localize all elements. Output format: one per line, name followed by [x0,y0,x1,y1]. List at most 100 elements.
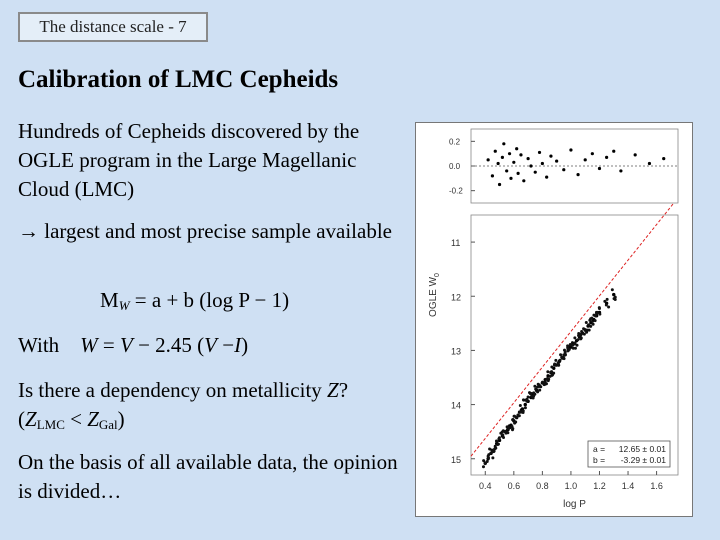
pl-ytick-label: 14 [451,401,461,411]
residual-point [537,150,542,155]
pl-point [547,377,551,381]
pl-point [595,310,599,314]
residual-point [486,158,490,162]
pl-point [523,406,527,410]
pl-point [605,297,609,301]
paragraph-opinion: On the basis of all available data, the … [18,450,398,503]
pl-point [529,392,533,396]
pl-point [577,332,581,336]
pl-frame [470,214,679,476]
pl-point [493,444,497,448]
pl-point [610,288,614,292]
pl-xtick-label: 1.4 [622,481,635,491]
residual-point [515,147,519,151]
residual-point [522,179,526,183]
pl-point [552,371,556,375]
pl-point [593,319,597,323]
pl-point [516,413,520,417]
pl-point [582,332,586,336]
pl-point [502,435,506,439]
pl-point [501,433,505,437]
pl-point [518,404,522,408]
pl-point [513,414,517,418]
pl-point [576,338,580,342]
x-axis-label: log P [563,499,586,510]
pl-point [579,333,583,337]
pl-point [584,321,588,325]
fit-b-label: b = [593,455,605,465]
pl-point [568,343,572,347]
residual-point [555,159,559,163]
residual-point [590,152,594,156]
pl-point [559,353,563,357]
pl-point [510,425,514,429]
pl-chart: 0.2 0.0 -0.2 11 12 13 14 15 0.4 0.6 0.8 1.0 1.2 1.4 1.… [428,128,679,510]
residual-point [605,155,609,159]
pl-point [587,323,591,327]
pl-point [579,337,583,341]
pl-point [491,456,495,460]
fit-line [470,202,675,457]
fit-a-label: a = [593,444,605,454]
pl-xtick-label: 0.8 [536,481,549,491]
pl-point [506,431,510,435]
pl-point [567,347,571,351]
pl-point [483,461,487,465]
pl-point [495,440,499,444]
residual-point [583,158,587,162]
pl-point [612,292,616,297]
pl-point [589,324,593,328]
pl-point [571,343,575,347]
pl-point [533,384,537,388]
pl-point [536,390,540,394]
pl-point [573,346,577,350]
pl-point [598,312,602,316]
residual-point [569,148,573,152]
pl-point [580,329,584,333]
residual-point [545,175,549,179]
pl-point [511,418,515,422]
residual-point [633,153,637,157]
pl-point [573,341,577,345]
residual-ytick-label: 0.2 [449,137,461,146]
pl-point [563,353,567,357]
pl-point [485,459,489,463]
residual-point [662,157,666,161]
pl-point [486,454,490,458]
residual-ytick-label: 0.0 [449,162,461,171]
paragraph-ogle: Hundreds of Cepheids discovered by the O… [18,119,360,201]
pl-ytick-label: 15 [451,455,461,465]
pl-ytick-label: 11 [451,238,460,248]
pl-point [612,297,616,301]
pl-point [549,370,553,374]
pl-point [590,316,594,320]
pl-xtick-label: 0.6 [508,481,521,491]
slide-title: Calibration of LMC Cepheids [18,66,339,93]
residual-point [619,169,623,173]
residual-point [647,161,652,166]
pl-point [558,358,562,362]
pl-point [525,397,529,401]
pl-point [553,362,557,366]
residual-point [526,157,530,161]
pl-point [497,436,501,440]
pl-ytick-label: 12 [451,292,461,302]
residual-point [490,174,495,178]
residual-point [519,153,523,157]
pl-point [489,451,493,455]
residual-point [597,166,602,171]
pl-xtick-label: 0.4 [479,481,492,491]
pl-point [591,322,595,326]
pl-point [550,365,554,369]
pl-point [533,392,537,396]
y-axis-label-subscript: 0 [434,273,441,277]
residual-point [496,161,500,166]
fit-box [587,440,671,468]
pl-point [557,363,561,367]
pl-point [536,385,540,389]
pl-point [575,343,579,347]
pl-ytick-label: 13 [451,346,461,356]
equation-wesenheit: With W = V − 2.45 (V −I) [18,333,249,357]
residual-point [612,149,616,153]
pl-point [587,328,591,332]
